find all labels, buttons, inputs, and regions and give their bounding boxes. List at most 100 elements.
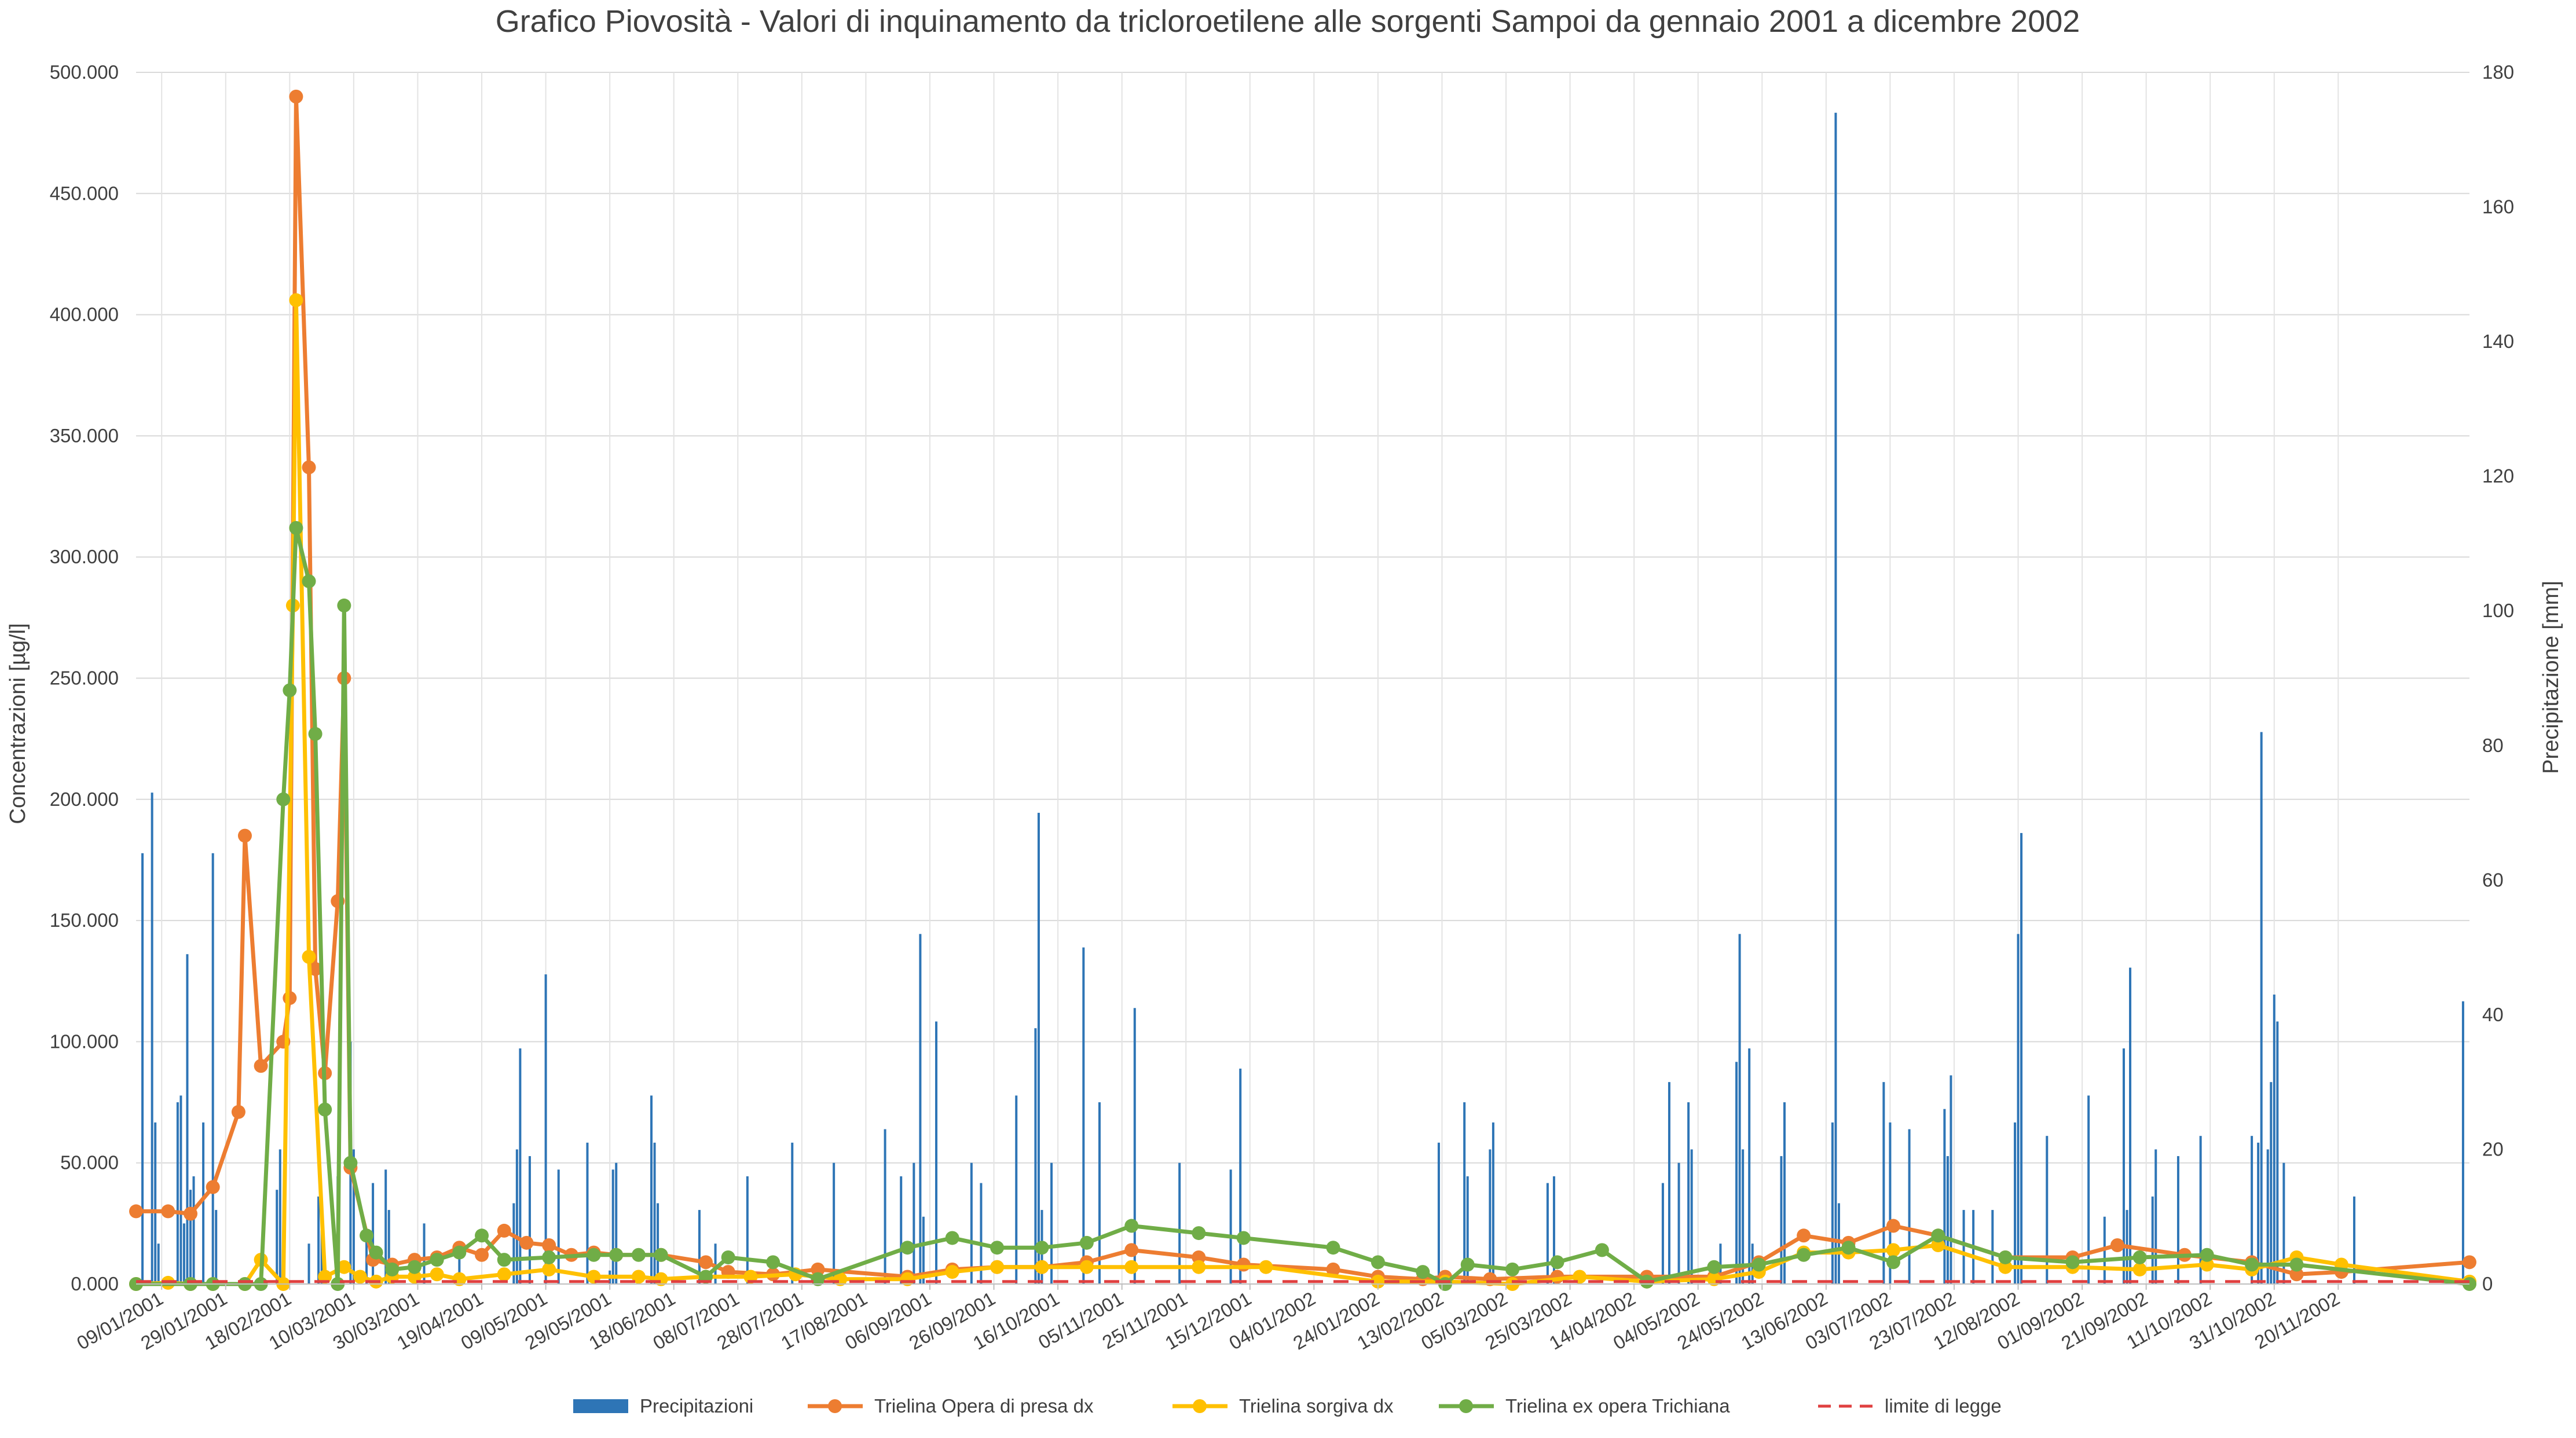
y-tick-label: 150.000 [50, 909, 119, 931]
trielina-sorgiva-dx-point [2200, 1257, 2214, 1272]
trielina-ex-opera-trichiana-point [1326, 1241, 1340, 1255]
precipitation-bar [1492, 1122, 1494, 1284]
precipitation-bar [1834, 112, 1837, 1285]
precipitation-bar [1837, 1203, 1840, 1284]
trielina-ex-opera-trichiana-point [721, 1250, 735, 1264]
y2-tick-label: 140 [2482, 331, 2514, 352]
y2-tick-label: 60 [2482, 869, 2504, 890]
y-axis-title: Concentrazioni [µg/l] [6, 623, 30, 824]
precipitation-bar [2273, 995, 2275, 1284]
trielina-ex-opera-trichiana-point [385, 1262, 400, 1276]
precipitation-bar [2251, 1136, 2253, 1284]
trielina-ex-opera-trichiana-point [900, 1241, 915, 1255]
y-tick-label: 0.000 [71, 1273, 119, 1294]
precipitation-bar [1463, 1102, 1466, 1284]
precipitation-bar [1239, 1068, 1242, 1284]
precipitation-bar [980, 1183, 983, 1284]
legend-swatch-marker [1193, 1399, 1207, 1413]
legend-label: Trielina ex opera Trichiana [1505, 1395, 1730, 1417]
precipitation-bar [2461, 1001, 2464, 1284]
trielina-ex-opera-trichiana-point [283, 683, 297, 698]
precipitation-bar [1098, 1102, 1101, 1284]
precipitation-bar [653, 1142, 656, 1284]
trielina-sorgiva-dx-point [302, 949, 316, 964]
y-tick-label: 500.000 [50, 61, 119, 83]
precipitation-bar [2282, 1162, 2285, 1284]
precipitation-bar [2129, 967, 2132, 1284]
precipitation-bar [519, 1048, 522, 1284]
precipitation-bar [202, 1122, 205, 1284]
precipitation-bar [1783, 1102, 1786, 1284]
trielina-ex-opera-trichiana-point [542, 1250, 556, 1264]
precipitation-bar [833, 1162, 836, 1284]
precipitation-bar [1690, 1149, 1693, 1284]
y-tick-label: 400.000 [50, 304, 119, 325]
trielina-opera-di-presa-dx-point [699, 1255, 713, 1270]
precipitation-bar [2017, 934, 2020, 1284]
trielina-ex-opera-trichiana-point [631, 1248, 646, 1262]
trielina-ex-opera-trichiana-point [766, 1255, 781, 1270]
trielina-sorgiva-dx-point [430, 1267, 444, 1282]
trielina-sorgiva-dx-point [337, 1260, 351, 1274]
trielina-opera-di-presa-dx-point [289, 89, 303, 104]
precipitation-bar [2257, 1142, 2260, 1284]
trielina-opera-di-presa-dx-point [254, 1059, 268, 1073]
trielina-opera-di-presa-dx-point [237, 828, 252, 843]
precipitation-bar [1946, 1156, 1949, 1284]
trielina-opera-di-presa-dx-point [1797, 1228, 1811, 1243]
precipitation-bar [1661, 1183, 1664, 1284]
trielina-sorgiva-dx-point [945, 1265, 959, 1279]
trielina-ex-opera-trichiana-point [452, 1245, 467, 1260]
trielina-ex-opera-trichiana-point [1931, 1228, 1945, 1243]
trielina-sorgiva-dx-point [1886, 1243, 1900, 1257]
trielina-ex-opera-trichiana-point [609, 1248, 624, 1262]
y2-axis-ticks: 0 20 40 60 80 100 120 140 160 180 [2482, 61, 2514, 1294]
trielina-ex-opera-trichiana-point [654, 1248, 668, 1262]
precipitation-bar [1908, 1129, 1911, 1284]
precipitation-bar [698, 1210, 701, 1284]
trielina-ex-opera-trichiana-point [302, 574, 316, 589]
y-tick-label: 250.000 [50, 667, 119, 689]
trielina-sorgiva-dx-point [1998, 1260, 2013, 1274]
y-tick-label: 100.000 [50, 1030, 119, 1052]
trielina-ex-opera-trichiana-point [2132, 1250, 2147, 1264]
precipitation-bar [2176, 1156, 2179, 1284]
trielina-opera-di-presa-dx-point [1124, 1243, 1139, 1257]
precipitation-bar [384, 1169, 387, 1284]
trielina-opera-di-presa-dx-point [1192, 1250, 1206, 1264]
precipitation-bar [884, 1129, 886, 1284]
precipitation-bar [557, 1169, 560, 1284]
trielina-opera-di-presa-dx-point [519, 1235, 534, 1250]
trielina-ex-opera-trichiana-point [1998, 1250, 2013, 1264]
precipitation-bar [791, 1142, 794, 1284]
precipitation-bar [387, 1210, 390, 1284]
trielina-ex-opera-trichiana-point [811, 1272, 825, 1286]
precipitation-bar [650, 1095, 653, 1284]
precipitation-bar [458, 1257, 461, 1284]
trielina-ex-opera-trichiana-point [2245, 1257, 2259, 1272]
precipitation-bar [189, 1190, 192, 1284]
precipitation-bar [2276, 1021, 2279, 1284]
precipitation-bar [279, 1149, 281, 1284]
trielina-sorgiva-dx-point [353, 1270, 367, 1284]
precipitation-bar [352, 1149, 355, 1284]
trielina-ex-opera-trichiana-point [318, 1102, 332, 1117]
precipitation-bar [1546, 1183, 1549, 1284]
trielina-opera-di-presa-dx-point [811, 1262, 825, 1276]
trielina-opera-di-presa-dx-point [1236, 1257, 1251, 1272]
trielina-opera-di-presa-dx-point [129, 1204, 143, 1219]
precipitation-bar [1882, 1082, 1885, 1284]
precipitation-bar [919, 934, 922, 1284]
precipitation-bar [320, 1230, 323, 1284]
trielina-sorgiva-dx-point [497, 1267, 511, 1282]
trielina-sorgiva-dx-point [990, 1260, 1005, 1274]
precipitation-bar [1687, 1102, 1690, 1284]
trielina-opera-di-presa-dx-point [231, 1105, 245, 1119]
precipitation-bar [1889, 1122, 1892, 1284]
precipitation-bar [151, 793, 153, 1284]
precipitation-bar [615, 1162, 618, 1284]
precipitation-bar [900, 1176, 903, 1284]
trielina-ex-opera-trichiana-point [337, 598, 351, 612]
trielina-ex-opera-trichiana-point [308, 727, 323, 741]
precipitation-bar [1489, 1149, 1492, 1284]
